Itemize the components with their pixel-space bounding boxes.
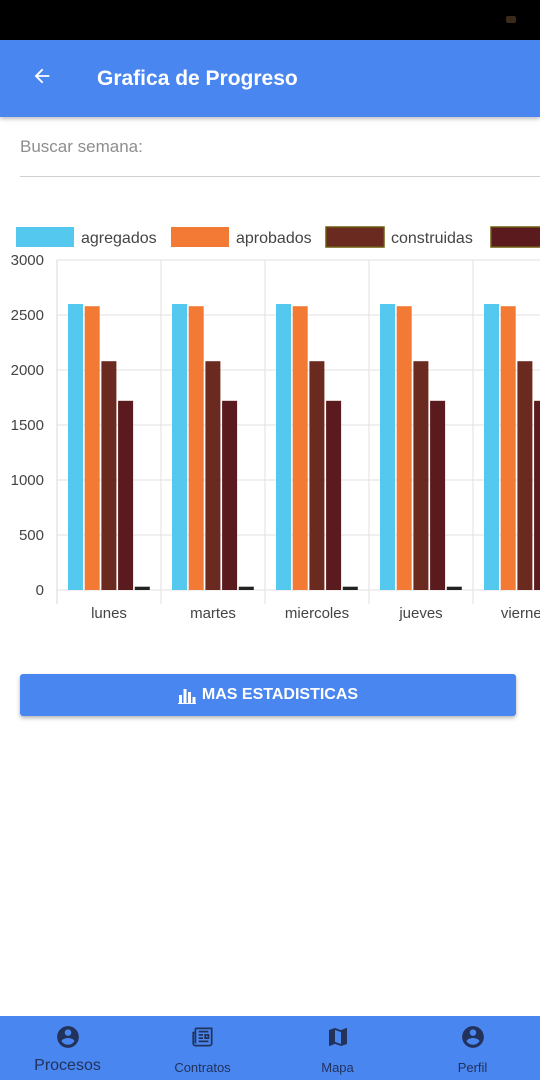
arrow-back-icon	[34, 68, 50, 84]
search-field	[20, 118, 540, 177]
bar	[396, 306, 412, 590]
legend-label: agregados	[81, 230, 157, 247]
legend-swatch	[171, 227, 229, 247]
app-bar: Grafica de Progreso	[0, 40, 540, 117]
account-circle-icon	[55, 1024, 81, 1050]
bar	[84, 306, 100, 590]
bar	[292, 306, 308, 590]
bar	[205, 361, 221, 590]
bar	[172, 304, 187, 590]
nav-label-perfil: Perfil	[457, 1060, 488, 1075]
search-input[interactable]	[20, 118, 540, 176]
legend-label: construidas	[391, 230, 473, 247]
x-tick-label: lunes	[91, 605, 127, 622]
back-button[interactable]	[22, 56, 62, 96]
page-title: Grafica de Progreso	[97, 67, 298, 90]
status-indicator-icon	[506, 16, 516, 23]
bar	[446, 586, 462, 590]
y-tick-label: 0	[36, 582, 44, 599]
nav-item-perfil[interactable]: Perfil	[405, 1016, 540, 1080]
bar	[276, 304, 291, 590]
y-tick-label: 3000	[11, 252, 44, 269]
x-tick-label: miercoles	[285, 605, 349, 622]
status-bar	[0, 0, 540, 40]
legend-label: aprobados	[236, 230, 312, 247]
x-tick-label: jueves	[398, 605, 442, 622]
bar	[222, 400, 238, 590]
bar	[484, 304, 499, 590]
bar	[500, 306, 516, 590]
bar	[309, 361, 325, 590]
newspaper-icon	[190, 1024, 216, 1050]
y-tick-label: 2000	[11, 362, 44, 379]
bar	[101, 361, 117, 590]
more-stats-label: MAS ESTADISTICAS	[201, 686, 359, 703]
bar	[134, 586, 150, 590]
nav-item-contratos[interactable]: Contratos	[135, 1016, 270, 1080]
bar	[517, 361, 533, 590]
y-tick-label: 1500	[11, 417, 44, 434]
bar	[188, 306, 204, 590]
nav-label-contratos: Contratos	[174, 1060, 231, 1075]
map-icon	[326, 1024, 350, 1050]
bar	[238, 586, 254, 590]
bar	[534, 400, 540, 590]
legend-swatch	[490, 226, 540, 248]
bar	[68, 304, 83, 590]
y-tick-label: 2500	[11, 307, 44, 324]
progress-chart: agregados aprobados construidas 0 500 1000 150…	[11, 226, 540, 622]
account-circle-icon	[460, 1024, 486, 1050]
legend-swatch	[325, 226, 385, 248]
bar	[380, 304, 395, 590]
x-tick-label: viernes	[501, 605, 540, 622]
more-stats-button[interactable]: MAS ESTADISTICAS	[20, 674, 516, 716]
bar	[430, 400, 446, 590]
bar	[326, 400, 342, 590]
nav-label-mapa: Mapa	[321, 1060, 354, 1075]
y-tick-label: 500	[19, 527, 44, 544]
x-tick-label: martes	[190, 605, 236, 622]
bar	[118, 400, 134, 590]
bar	[342, 586, 358, 590]
nav-label-procesos: Procesos	[34, 1057, 101, 1074]
bottom-navigation: Procesos Contratos Mapa Perfil	[0, 1016, 540, 1080]
bar	[413, 361, 429, 590]
nav-item-mapa[interactable]: Mapa	[270, 1016, 405, 1080]
bar-chart-icon	[177, 686, 196, 704]
legend-swatch	[16, 227, 74, 247]
y-tick-label: 1000	[11, 472, 44, 489]
nav-item-procesos[interactable]: Procesos	[0, 1016, 135, 1080]
